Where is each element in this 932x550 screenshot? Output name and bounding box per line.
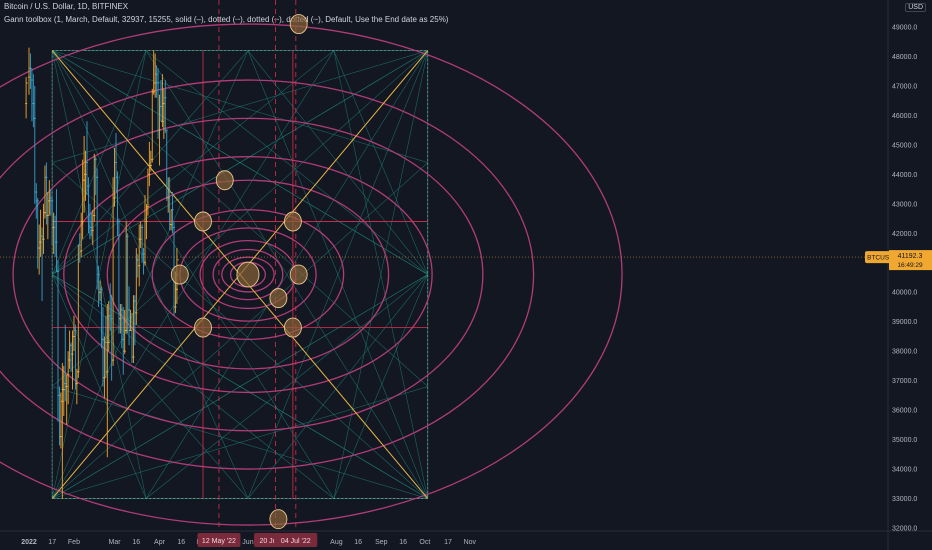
time-tick-label: Sep (375, 539, 388, 546)
gann-fan-line (145, 50, 428, 275)
price-tick-label: 44000.0 (892, 172, 917, 179)
currency-label[interactable]: USD (905, 3, 926, 12)
gann-fan-line (51, 50, 147, 275)
gann-fan-line (51, 274, 249, 499)
candle (55, 189, 59, 273)
price-tick-label: 37000.0 (892, 378, 917, 385)
indicator-legend[interactable]: Gann toolbox (1, March, Default, 32937, … (4, 15, 449, 24)
time-tick-label: 17 (444, 539, 452, 546)
gann-fan-line (51, 50, 428, 387)
gann-marker (283, 317, 302, 338)
gann-ellipse (63, 156, 433, 394)
gann-fan-line (51, 162, 428, 499)
price-tick-label: 39000.0 (892, 319, 917, 326)
gann-fan-line (145, 274, 428, 499)
gann-fan-line (51, 50, 249, 275)
price-badge-value: 41192.3 (898, 253, 923, 260)
price-tick-label: 36000.0 (892, 408, 917, 415)
time-tick-label: 16 (177, 539, 185, 546)
gann-fan-line (333, 50, 429, 275)
gann-marker (170, 264, 189, 285)
chart-title: Bitcoin / U.S. Dollar, 1D, BITFINEX (4, 2, 129, 11)
price-tick-label: 38000.0 (892, 349, 917, 356)
gann-marker (283, 211, 302, 232)
gann-marker (289, 14, 308, 35)
price-tick-label: 49000.0 (892, 25, 917, 32)
time-tick-label: 16 (132, 539, 140, 546)
price-badge-countdown: 16:49:29 (897, 262, 923, 269)
symbol-badge (865, 251, 896, 264)
gann-fan-line (145, 50, 429, 499)
price-tick-label: 43000.0 (892, 201, 917, 208)
gann-fan-line (51, 50, 249, 499)
gann-marker (215, 170, 234, 191)
date-badge-label: 12 May '22 (202, 538, 236, 545)
gann-ellipse (221, 256, 275, 293)
candle (77, 244, 80, 378)
gann-ellipse (151, 209, 345, 341)
time-tick-label: 16 (399, 539, 407, 546)
candle (151, 88, 154, 163)
gann-marker (194, 211, 212, 232)
price-badge (889, 250, 932, 271)
price-tick-label: 47000.0 (892, 83, 917, 90)
time-tick-label: 2022 (21, 539, 37, 546)
price-tick-label: 42000.0 (892, 231, 917, 238)
gann-fan-line (333, 274, 429, 499)
gann-fan-line (51, 50, 335, 499)
gann-fan-line (52, 50, 428, 163)
time-tick-label: Jun (242, 539, 253, 546)
gann-ellipse (0, 23, 623, 526)
gann-fan-line (51, 274, 147, 499)
gann-fan-line (333, 50, 429, 499)
price-tick-label: 48000.0 (892, 54, 917, 61)
gann-marker (289, 264, 308, 285)
time-tick-label: Nov (464, 539, 477, 546)
price-tick-label: 46000.0 (892, 113, 917, 120)
gann-fan-line (52, 50, 428, 275)
price-tick-label: 32000.0 (892, 526, 917, 533)
time-tick-label: 16 (354, 539, 362, 546)
candle (25, 77, 28, 119)
gann-fan-line (247, 274, 428, 499)
symbol-badge-label: BTCUSD (867, 255, 894, 262)
date-badge (197, 533, 241, 547)
gann-fan-line (52, 386, 428, 499)
time-tick-label: Oct (419, 539, 430, 546)
time-tick-label: Feb (68, 539, 80, 546)
gann-fan-line (247, 50, 429, 499)
price-tick-label: 45000.0 (892, 142, 917, 149)
gann-marker (236, 261, 260, 288)
gann-fan-line (52, 274, 428, 499)
time-tick-label: Mar (109, 539, 122, 546)
gann-fan-line (247, 50, 428, 275)
price-tick-label: 33000.0 (892, 496, 917, 503)
gann-marker (194, 317, 212, 338)
price-tick-label: 34000.0 (892, 467, 917, 474)
time-tick-label: 17 (48, 539, 56, 546)
gann-ellipse (212, 248, 284, 301)
date-badge (274, 533, 318, 547)
plot-area (0, 0, 888, 531)
gann-marker (269, 509, 288, 530)
price-tick-label: 35000.0 (892, 437, 917, 444)
date-badge-label: 04 Jul '22 (281, 538, 311, 545)
gann-marker (269, 288, 288, 309)
gann-ellipse (12, 117, 484, 432)
gann-ellipse (0, 79, 535, 470)
time-tick-label: Apr (154, 539, 166, 546)
gann-ellipse (106, 179, 390, 370)
price-tick-label: 40000.0 (892, 290, 917, 297)
time-tick-label: Aug (330, 539, 343, 546)
